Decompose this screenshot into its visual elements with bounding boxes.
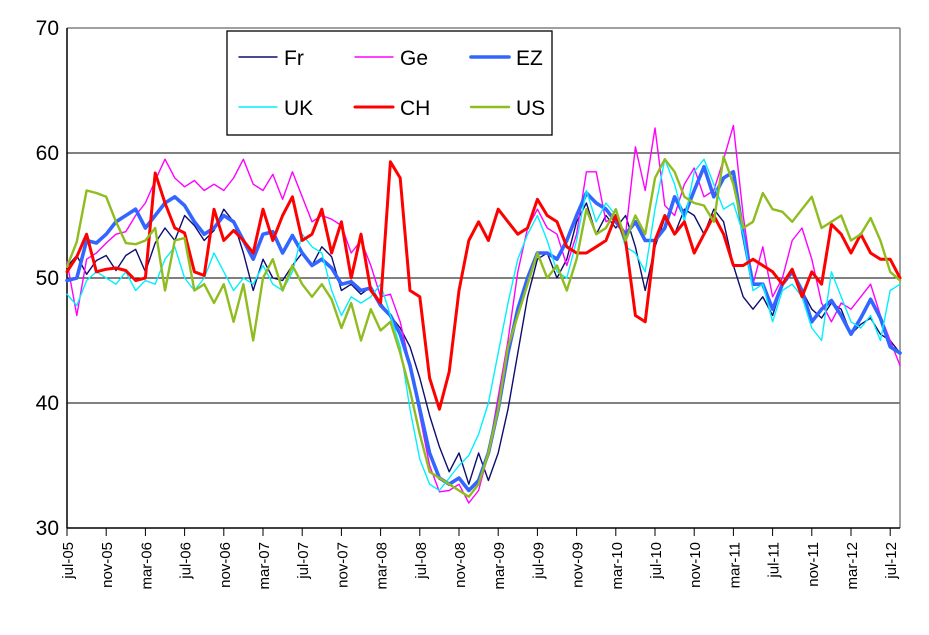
svg-text:nov-07: nov-07: [334, 542, 351, 588]
svg-text:mar-08: mar-08: [374, 542, 391, 590]
svg-text:jul-05: jul-05: [60, 542, 77, 580]
svg-text:nov-05: nov-05: [99, 542, 116, 588]
svg-text:EZ: EZ: [516, 47, 543, 70]
svg-text:70: 70: [36, 17, 59, 40]
svg-text:60: 60: [36, 142, 59, 165]
svg-text:jul-07: jul-07: [295, 542, 312, 580]
svg-text:50: 50: [36, 267, 59, 290]
svg-text:nov-08: nov-08: [452, 542, 469, 588]
svg-text:Fr: Fr: [284, 47, 304, 70]
svg-text:mar-07: mar-07: [256, 542, 273, 590]
svg-text:Ge: Ge: [400, 47, 428, 70]
svg-text:mar-09: mar-09: [491, 542, 508, 590]
svg-text:UK: UK: [284, 97, 313, 120]
svg-text:jul-10: jul-10: [648, 542, 665, 580]
svg-text:nov-10: nov-10: [687, 542, 704, 588]
svg-text:nov-11: nov-11: [805, 542, 822, 587]
svg-text:jul-11: jul-11: [766, 542, 783, 579]
svg-text:mar-10: mar-10: [609, 542, 626, 590]
svg-text:jul-06: jul-06: [178, 542, 195, 580]
svg-text:jul-08: jul-08: [413, 542, 430, 580]
svg-text:US: US: [516, 97, 545, 120]
svg-text:mar-06: mar-06: [138, 542, 155, 590]
svg-text:30: 30: [36, 517, 59, 540]
svg-text:CH: CH: [400, 97, 430, 120]
svg-text:jul-09: jul-09: [530, 542, 547, 580]
svg-text:jul-12: jul-12: [883, 542, 900, 580]
svg-text:mar-12: mar-12: [844, 542, 861, 590]
svg-text:nov-06: nov-06: [217, 542, 234, 588]
svg-text:nov-09: nov-09: [570, 542, 587, 588]
svg-text:mar-11: mar-11: [726, 542, 743, 588]
svg-text:40: 40: [36, 392, 59, 415]
